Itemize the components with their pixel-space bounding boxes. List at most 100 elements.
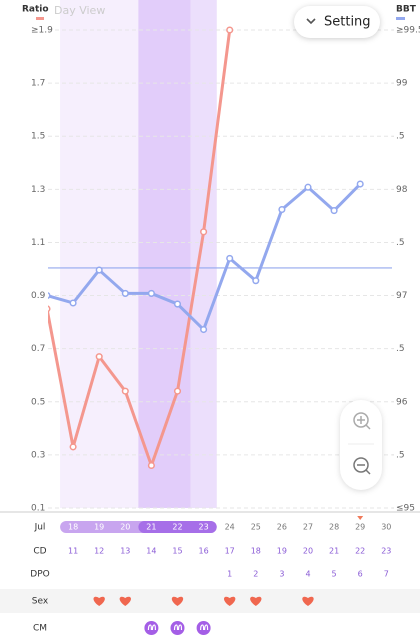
data-point xyxy=(147,289,155,297)
y-tick-label: 1.7 xyxy=(31,79,45,89)
sex-marker xyxy=(93,596,105,606)
data-point xyxy=(252,277,260,285)
row-value: 20 xyxy=(303,547,313,556)
y2-tick-label: .5 xyxy=(396,132,405,142)
sex-marker xyxy=(302,596,314,606)
row-value: 15 xyxy=(172,547,182,556)
y2-tick-label: 98 xyxy=(396,185,408,195)
row-value: 18 xyxy=(251,547,261,556)
row-label: CM xyxy=(33,624,47,634)
x-tick-label: 21 xyxy=(146,523,156,532)
data-point xyxy=(330,207,338,215)
data-point xyxy=(69,443,77,451)
x-tick-label: 19 xyxy=(94,523,104,532)
sex-marker xyxy=(171,596,184,606)
peak-window xyxy=(138,0,191,508)
data-point xyxy=(121,289,129,297)
x-tick-label: 22 xyxy=(172,523,182,532)
row-value: 5 xyxy=(332,570,337,579)
data-point xyxy=(226,254,234,262)
y2-axis-title: BBT xyxy=(396,5,417,15)
sex-marker xyxy=(119,596,131,606)
y2-tick-label: .5 xyxy=(396,450,405,460)
series-line xyxy=(48,29,232,468)
x-tick-label: 23 xyxy=(199,523,209,532)
y-tick-label: ≥1.9 xyxy=(31,26,53,36)
month-label: Jul xyxy=(34,523,46,533)
row-label: DPO xyxy=(30,570,49,580)
data-point xyxy=(48,292,51,299)
y-tick-label: 1.3 xyxy=(31,185,45,195)
row-value: 4 xyxy=(305,570,310,579)
y2-tick-label: ≥99.5 xyxy=(396,26,420,36)
data-point xyxy=(200,325,208,334)
row-value: 2 xyxy=(253,570,258,579)
data-point xyxy=(147,461,155,470)
row-value: 13 xyxy=(120,547,130,556)
legend-swatch xyxy=(396,17,405,20)
data-point xyxy=(356,180,364,188)
view-label: Day View xyxy=(54,4,105,17)
y-tick-label: 0.3 xyxy=(31,450,45,460)
cm-marker-glyph xyxy=(173,624,183,631)
y-tick-label: 1.1 xyxy=(31,238,45,248)
row-value: 22 xyxy=(355,547,365,556)
x-tick-label: 26 xyxy=(277,523,287,532)
data-point xyxy=(95,353,103,361)
row-value: 3 xyxy=(279,570,284,579)
data-point xyxy=(278,205,286,214)
data-point xyxy=(69,299,77,307)
cm-marker-glyph xyxy=(147,624,156,631)
y-axis-title: Ratio xyxy=(22,5,49,15)
row-value: 7 xyxy=(384,570,389,579)
x-tick-label: 30 xyxy=(381,523,391,532)
data-point xyxy=(173,300,182,308)
x-tick-label: 29 xyxy=(355,523,365,532)
row-label: CD xyxy=(33,547,46,557)
row-value: 11 xyxy=(68,547,78,556)
y2-tick-label: .5 xyxy=(396,238,405,248)
data-point xyxy=(173,387,182,395)
x-tick-label: 25 xyxy=(251,523,261,532)
data-point xyxy=(304,183,312,191)
setting-label: Setting xyxy=(324,15,371,30)
row-value: 6 xyxy=(358,570,363,579)
data-point xyxy=(121,387,129,395)
x-tick-label: 28 xyxy=(329,523,339,532)
y2-tick-label: 97 xyxy=(396,291,407,301)
y-tick-label: 0.7 xyxy=(31,344,45,354)
y2-tick-label: .5 xyxy=(396,344,405,354)
y-tick-label: 0.5 xyxy=(31,397,45,407)
data-point xyxy=(95,266,103,274)
sex-marker xyxy=(224,596,236,606)
row-value: 16 xyxy=(199,547,209,556)
today-marker xyxy=(357,516,364,520)
row-value: 19 xyxy=(277,547,287,556)
data-point xyxy=(200,228,208,236)
zoom-controls xyxy=(340,400,382,490)
x-tick-label: 27 xyxy=(303,523,313,532)
sex-marker xyxy=(250,596,262,606)
x-tick-label: 24 xyxy=(225,523,235,532)
peak-window-edge xyxy=(190,0,217,508)
row-value: 17 xyxy=(225,547,235,556)
legend-swatch xyxy=(36,17,44,20)
data-point xyxy=(226,26,234,34)
row-value: 1 xyxy=(227,570,232,579)
setting-button[interactable]: Setting xyxy=(294,6,380,38)
plot xyxy=(48,26,364,470)
cm-marker-glyph xyxy=(200,624,209,631)
y2-tick-label: ≤95 xyxy=(396,504,415,514)
zoom-in[interactable] xyxy=(353,412,371,430)
x-tick-label: 20 xyxy=(120,523,130,532)
zoom-out[interactable] xyxy=(353,457,371,475)
data-point xyxy=(48,305,51,313)
y2-tick-label: 99 xyxy=(396,79,408,89)
row-label: Sex xyxy=(32,597,49,607)
row-band xyxy=(0,589,420,613)
row-value: 12 xyxy=(94,547,104,556)
row-value: 23 xyxy=(381,547,391,556)
y-tick-label: 1.5 xyxy=(31,132,45,142)
